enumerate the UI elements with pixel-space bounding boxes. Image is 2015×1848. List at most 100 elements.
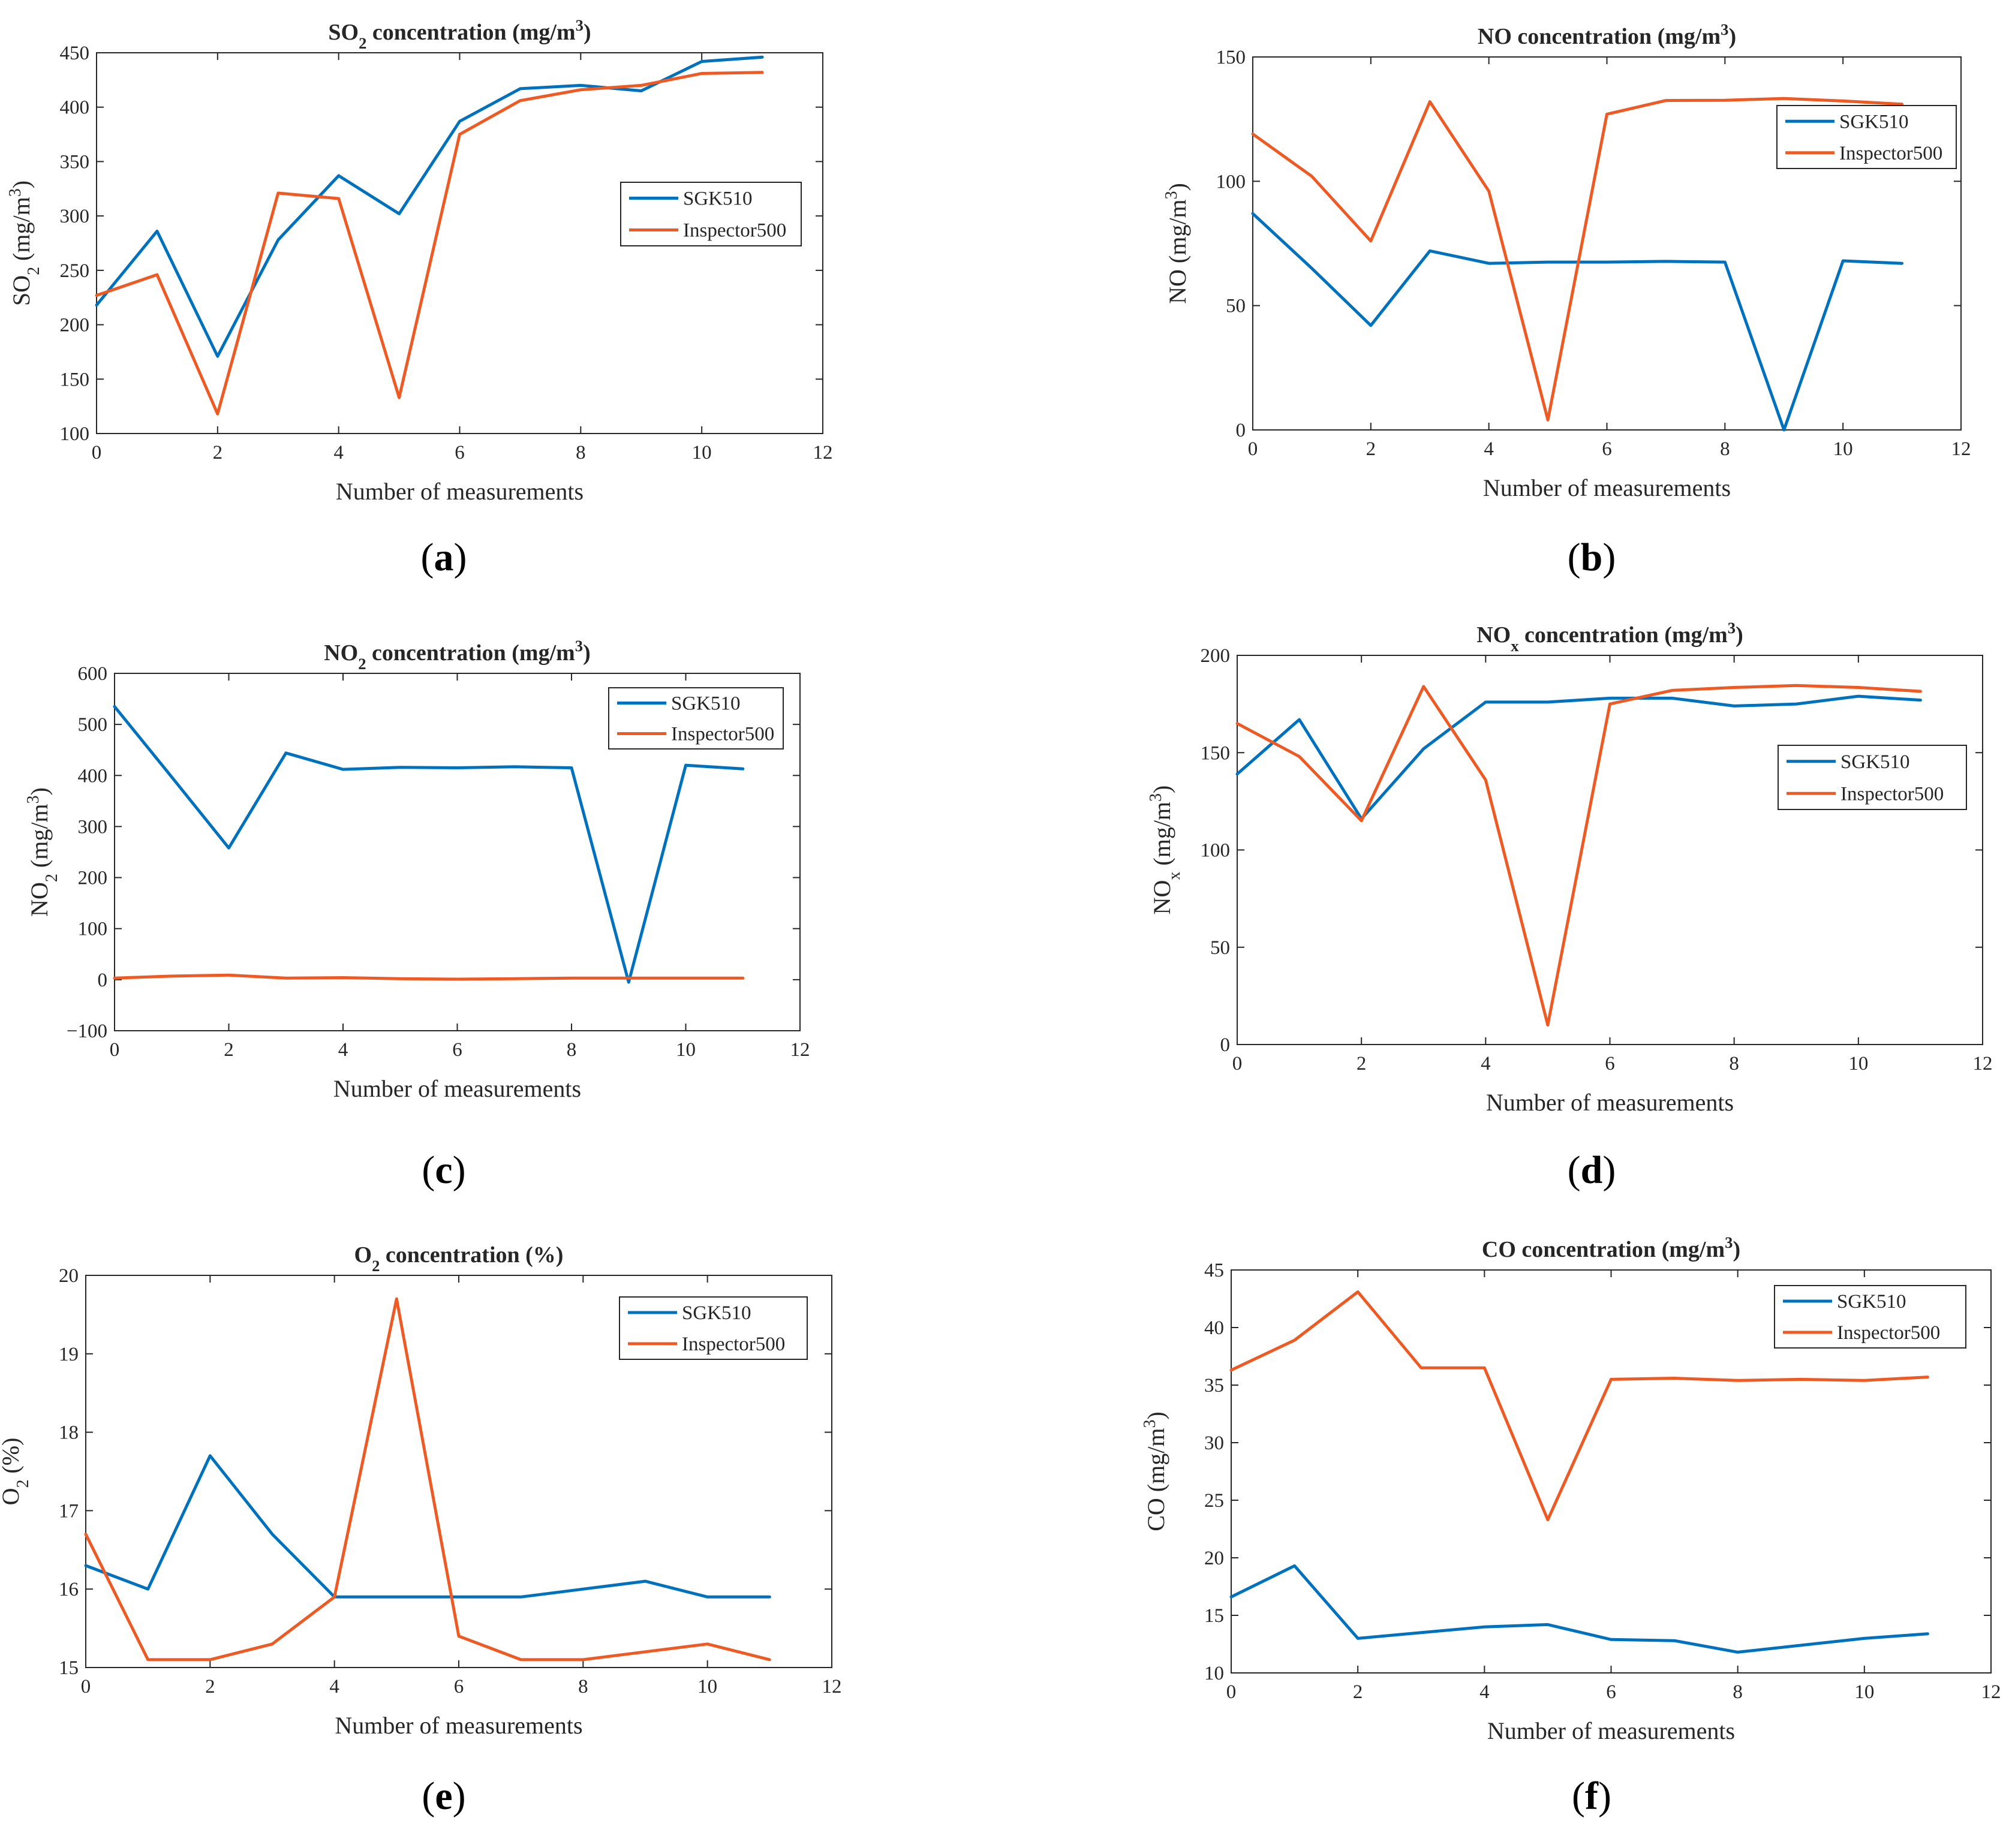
y-tick-label: 25	[1204, 1490, 1224, 1512]
legend-label-inspector500: Inspector500	[1837, 1322, 1940, 1344]
chart-title-main: NO	[324, 640, 358, 666]
x-tick-label: 4	[1479, 1681, 1490, 1703]
x-tick-label: 6	[455, 442, 465, 463]
y-tick-label: 18	[59, 1422, 79, 1444]
y-axis-label-sup: 3	[1141, 1420, 1159, 1428]
panel-caption: (a)	[421, 535, 467, 579]
chart-title-main: NO concentration (mg/m	[1478, 24, 1721, 49]
chart-title-main: SO	[328, 20, 359, 45]
x-tick-label: 12	[813, 442, 833, 463]
legend-label-sgk510: SGK510	[1839, 111, 1909, 133]
y-tick-label: 100	[1216, 171, 1246, 192]
legend-label-sgk510: SGK510	[1840, 751, 1910, 773]
y-tick-label: 450	[60, 43, 90, 64]
legend-box	[1776, 105, 1957, 169]
caption-close: )	[453, 1774, 466, 1818]
caption-letter: a	[434, 535, 454, 579]
caption-open: (	[1572, 1774, 1585, 1818]
x-tick-label: 0	[1226, 1681, 1237, 1703]
x-tick-label: 4	[1481, 1053, 1491, 1075]
y-axis-label-main: NO (mg/m	[1164, 199, 1191, 303]
x-tick-label: 6	[452, 1039, 462, 1061]
legend-label-inspector500: Inspector500	[1839, 143, 1942, 164]
chart-title-sup: 3	[1725, 1233, 1733, 1251]
x-tick-label: 2	[1357, 1053, 1367, 1075]
legend-box	[619, 1296, 808, 1360]
caption-letter: e	[435, 1774, 452, 1818]
caption-letter: f	[1585, 1774, 1599, 1818]
x-tick-label: 10	[697, 1676, 717, 1697]
y-tick-label: 0	[1220, 1034, 1231, 1056]
y-axis-label: NO2 (mg/m3)	[24, 787, 61, 917]
y-tick-label: 150	[1216, 47, 1246, 68]
chart-title-end: )	[1728, 24, 1736, 49]
caption-close: )	[1602, 1148, 1616, 1192]
panel-caption: (d)	[1568, 1148, 1616, 1192]
x-tick-label: 4	[338, 1039, 348, 1061]
y-tick-label: 19	[59, 1344, 79, 1365]
legend-label-inspector500: Inspector500	[671, 724, 774, 745]
chart-title: SO2 concentration (mg/m3)	[328, 16, 591, 52]
y-tick-label: 45	[1204, 1260, 1224, 1281]
y-tick-label: 600	[78, 663, 108, 685]
y-tick-label: 15	[59, 1657, 79, 1679]
series-line-sgk510	[84, 1454, 771, 1599]
legend-box	[620, 182, 802, 246]
chart-title-sub: 2	[372, 1257, 380, 1275]
legend-label-sgk510: SGK510	[671, 693, 741, 715]
y-axis-label-main: O	[0, 1488, 24, 1506]
x-axis-label: Number of measurements	[335, 1712, 582, 1739]
y-axis-label-sup: 3	[24, 795, 43, 803]
chart-title-end: )	[1733, 1237, 1740, 1262]
legend-label-sgk510: SGK510	[1837, 1291, 1906, 1313]
panel-caption: (b)	[1568, 535, 1616, 579]
y-tick-label: 150	[1201, 742, 1231, 764]
y-axis-label-sup: 3	[6, 188, 25, 197]
plot-frame	[1237, 655, 1983, 1045]
y-tick-label: 500	[78, 714, 108, 736]
caption-letter: c	[435, 1148, 452, 1192]
y-axis-label-sub: 2	[43, 874, 61, 882]
x-tick-label: 10	[676, 1039, 696, 1061]
caption-close: )	[453, 1148, 466, 1192]
y-tick-label: 400	[78, 765, 108, 787]
x-tick-label: 2	[1366, 438, 1376, 460]
x-axis-label: Number of measurements	[1487, 1717, 1735, 1744]
x-tick-label: 0	[110, 1039, 120, 1061]
panel-caption: (e)	[422, 1774, 465, 1818]
x-tick-label: 12	[822, 1676, 842, 1697]
y-tick-label: 35	[1204, 1375, 1224, 1396]
y-axis-label-rest: (mg/m	[8, 197, 35, 267]
x-tick-label: 8	[1720, 438, 1730, 460]
chart-title: NO2 concentration (mg/m3)	[324, 637, 591, 673]
legend: SGK510 Inspector500	[1774, 1285, 1966, 1349]
legend: SGK510 Inspector500	[1776, 105, 1957, 169]
x-tick-label: 2	[224, 1039, 234, 1061]
y-tick-label: 50	[1226, 296, 1246, 317]
x-tick-label: 8	[1729, 1053, 1739, 1075]
y-tick-label: 10	[1204, 1663, 1224, 1684]
chart-title-main: O	[354, 1242, 372, 1268]
x-tick-label: 10	[1848, 1053, 1868, 1075]
y-tick-label: 15	[1204, 1605, 1224, 1627]
series-line-inspector500	[1235, 684, 1922, 1027]
x-tick-label: 12	[1981, 1681, 2001, 1703]
caption-open: (	[421, 535, 434, 579]
chart-title-sup: 3	[1728, 619, 1736, 637]
y-tick-label: 0	[98, 970, 108, 991]
y-tick-label: 400	[60, 97, 90, 119]
y-axis-label: NOx (mg/m3)	[1147, 785, 1184, 915]
legend-label-sgk510: SGK510	[682, 1302, 751, 1324]
chart-title-sup: 3	[575, 637, 583, 655]
y-tick-label: 200	[60, 315, 90, 336]
series-line-inspector500	[84, 1297, 771, 1662]
x-tick-label: 8	[578, 1676, 588, 1697]
y-tick-label: 20	[1204, 1548, 1224, 1569]
y-axis-label-end: )	[26, 787, 53, 795]
x-tick-label: 8	[1733, 1681, 1743, 1703]
x-tick-label: 4	[333, 442, 344, 463]
chart-title-end: )	[1736, 622, 1743, 648]
y-axis-label-rest: (%)	[0, 1438, 24, 1480]
